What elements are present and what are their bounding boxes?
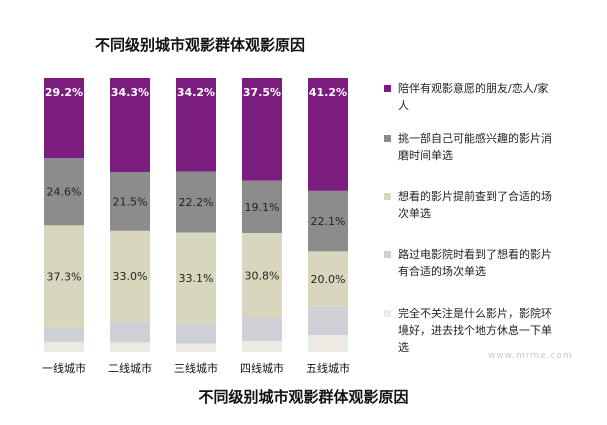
data-label-1-2: 34.3%	[111, 86, 149, 99]
legend-swatch-4	[384, 251, 391, 258]
data-label-3-1: 37.3%	[47, 271, 82, 284]
data-label-1-1: 29.2%	[45, 86, 83, 99]
legend-swatch-3	[384, 193, 391, 200]
data-label-1-5: 41.2%	[309, 86, 347, 99]
bar-segment-4-5	[308, 306, 348, 336]
category-axis: 一线城市 二线城市 三线城市 四线城市 五线城市	[42, 361, 350, 375]
bar-segment-2-2	[110, 171, 150, 231]
legend-label-2: 挑一部自己可能感兴趣的影片消 磨时间单选	[398, 132, 552, 162]
data-label-2-5: 22.1%	[311, 215, 346, 228]
data-label-2-2: 21.5%	[113, 195, 148, 208]
bar-segment-5-1	[44, 342, 84, 352]
bar-segment-1-5	[308, 78, 348, 191]
bar-segment-3-3	[176, 232, 216, 324]
legend-swatch-1	[384, 85, 391, 92]
bar-segment-5-3	[176, 343, 216, 352]
data-label-2-4: 19.1%	[245, 201, 280, 214]
bar-segment-3-4	[242, 233, 282, 318]
data-label-1-3: 34.2%	[177, 86, 215, 99]
legend-swatch-2	[384, 135, 391, 142]
category-label-4: 四线城市	[240, 361, 284, 375]
data-label-1-4: 37.5%	[243, 86, 281, 99]
bar-segment-4-2	[110, 321, 150, 343]
bar-segment-5-4	[242, 341, 282, 352]
data-label-3-3: 33.1%	[179, 272, 214, 285]
data-label-3-4: 30.8%	[245, 269, 280, 282]
chart-title: 不同级别城市观影群体观影原因	[94, 36, 305, 54]
bar-segment-2-4	[242, 180, 282, 234]
bar-segment-3-2	[110, 230, 150, 322]
category-label-3: 三线城市	[174, 361, 218, 375]
bar-segment-2-3	[176, 171, 216, 233]
bar-segment-4-4	[242, 317, 282, 342]
category-label-5: 五线城市	[306, 361, 350, 375]
legend-swatch-5	[384, 310, 391, 317]
bar-segment-5-2	[110, 342, 150, 352]
legend-label-5: 完全不关注是什么影片，影院环 境好，进去找个地方休息一下单选	[398, 307, 552, 354]
bar-segment-5-5	[308, 335, 348, 352]
watermark: www.mrme.com	[488, 351, 573, 361]
data-label-2-1: 24.6%	[47, 186, 82, 199]
data-label-2-3: 22.2%	[179, 196, 214, 209]
bar-segment-4-1	[44, 327, 84, 343]
bar-segment-1-2	[110, 78, 150, 172]
data-label-3-5: 20.0%	[311, 273, 346, 286]
data-label-3-2: 33.0%	[113, 270, 148, 283]
category-label-2: 二线城市	[108, 361, 152, 375]
bar-segment-1-1	[44, 78, 84, 159]
bar-segment-3-5	[308, 251, 348, 307]
legend-label-1: 陪伴有观影意愿的朋友/恋人/家人	[398, 82, 549, 112]
bottom-caption: 不同级别城市观影群体观影原因	[198, 388, 409, 406]
value-labels-layer: 29.2% 24.6% 37.3% 34.3% 21.5% 33.0% 34.2% 22.2%…	[45, 86, 347, 286]
bar-segment-2-5	[308, 190, 348, 252]
legend-label-4: 路过电影院时看到了想看的影片 有合适的场次单选	[398, 248, 552, 278]
bar-segment-2-1	[44, 158, 84, 226]
bar-segment-4-3	[176, 323, 216, 344]
legend-label-3: 想看的影片提前查到了合适的场 次单选	[398, 190, 552, 220]
bars-layer	[44, 78, 348, 352]
category-label-1: 一线城市	[42, 361, 86, 375]
bar-segment-1-4	[242, 78, 282, 181]
bar-segment-3-1	[44, 225, 84, 328]
bar-segment-1-3	[176, 78, 216, 172]
